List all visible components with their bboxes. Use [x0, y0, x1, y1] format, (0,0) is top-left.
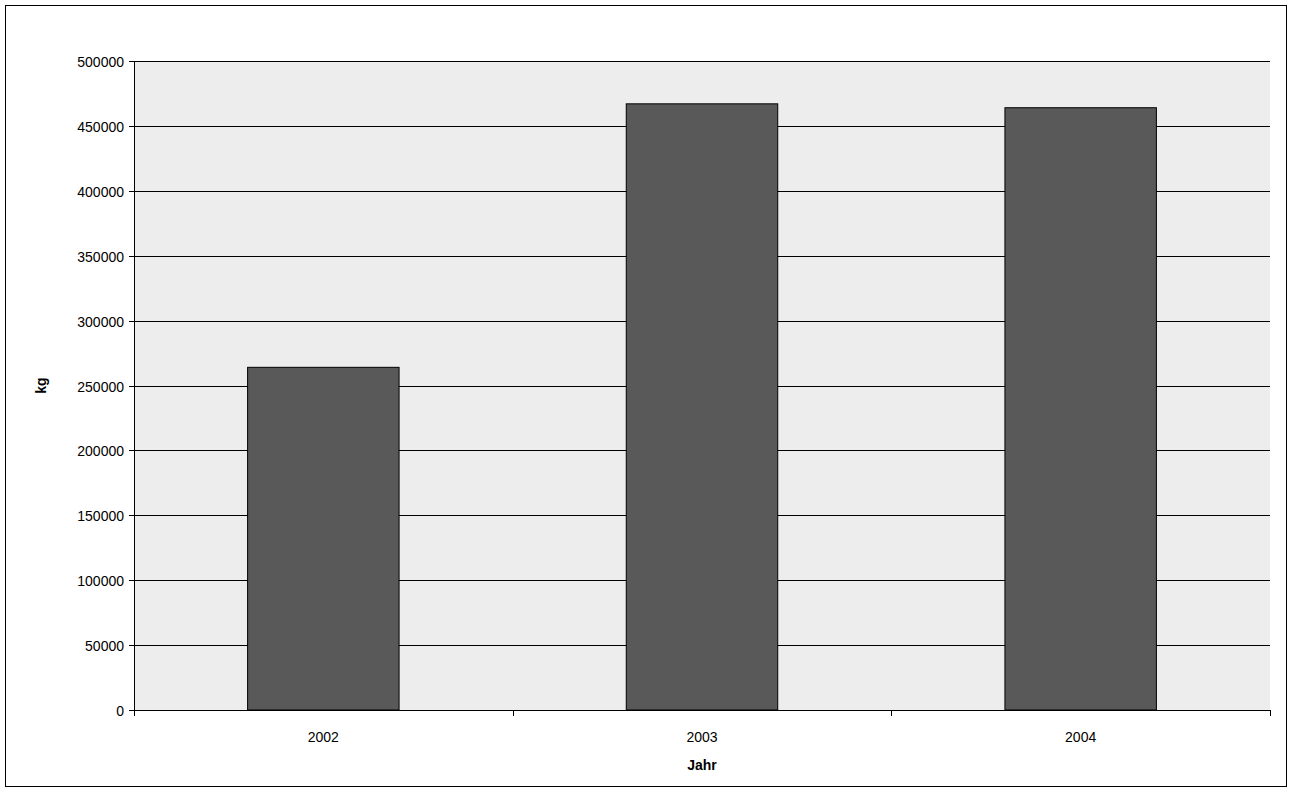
- y-tick-label: 400000: [77, 184, 124, 200]
- y-axis-title: kg: [33, 377, 49, 393]
- y-tick-label: 100000: [77, 573, 124, 589]
- y-tick: [129, 580, 134, 581]
- grid-line: [134, 710, 1270, 711]
- x-tick-label: 2002: [308, 729, 339, 745]
- bar: [248, 367, 399, 710]
- x-tick-label: 2004: [1065, 729, 1096, 745]
- y-tick-label: 200000: [77, 443, 124, 459]
- plot-area: [134, 61, 1270, 710]
- grid-line: [134, 61, 1270, 62]
- y-tick: [129, 386, 134, 387]
- x-tick: [891, 710, 892, 716]
- y-axis: [134, 61, 135, 710]
- y-tick-label: 350000: [77, 249, 124, 265]
- y-tick-label: 50000: [85, 638, 124, 654]
- y-tick: [129, 450, 134, 451]
- y-tick: [129, 710, 134, 711]
- y-tick-label: 150000: [77, 508, 124, 524]
- y-tick: [129, 515, 134, 516]
- chart-svg: 0 50000 100000 150000 200000 250000 300000 3500…: [0, 0, 1292, 800]
- y-tick-label: 0: [116, 703, 124, 719]
- x-tick: [134, 710, 135, 716]
- bar: [1005, 108, 1156, 710]
- y-tick: [129, 645, 134, 646]
- y-tick-label: 500000: [77, 54, 124, 70]
- y-tick-label: 250000: [77, 379, 124, 395]
- y-tick: [129, 126, 134, 127]
- x-axis: [134, 710, 1270, 711]
- x-tick: [513, 710, 514, 716]
- x-tick: [1270, 710, 1271, 716]
- y-tick: [129, 321, 134, 322]
- x-tick-label: 2003: [686, 729, 717, 745]
- x-axis-title: Jahr: [687, 757, 717, 773]
- y-tick: [129, 61, 134, 62]
- y-tick: [129, 256, 134, 257]
- bars: [248, 104, 1157, 710]
- y-tick-label: 300000: [77, 314, 124, 330]
- y-tick: [129, 191, 134, 192]
- chart-frame: [6, 6, 1287, 787]
- bar: [626, 104, 777, 710]
- y-tick-label: 450000: [77, 119, 124, 135]
